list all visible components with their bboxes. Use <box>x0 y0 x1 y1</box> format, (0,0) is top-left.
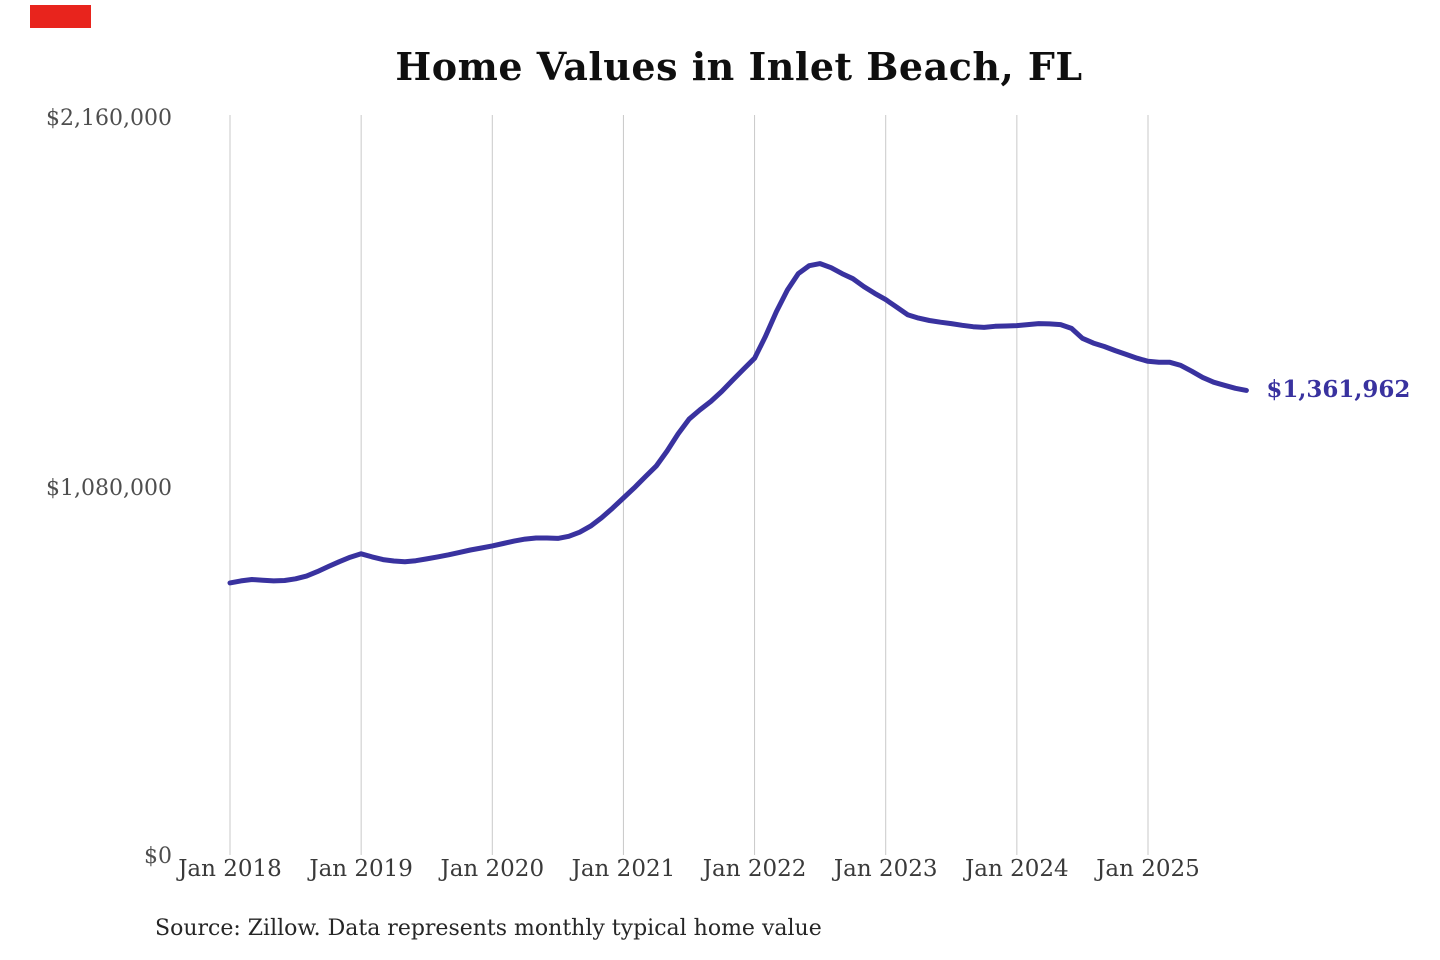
source-note: Source: Zillow. Data represents monthly … <box>155 916 822 941</box>
y-axis-label-middle: $1,080,000 <box>46 476 172 501</box>
x-axis-tick-label: Jan 2020 <box>440 856 545 882</box>
x-axis-tick-label: Jan 2019 <box>309 856 413 882</box>
home-value-line <box>227 261 1249 586</box>
x-axis-tick-label: Jan 2021 <box>571 856 676 882</box>
y-axis-label-zero: $0 <box>144 844 172 869</box>
gridline-group <box>229 115 1149 855</box>
x-axis-tick-label: Jan 2018 <box>178 856 282 882</box>
chart-title: Home Values in Inlet Beach, FL <box>395 44 1083 89</box>
x-axis-tick-label: Jan 2025 <box>1096 856 1200 882</box>
x-axis-tick-label: Jan 2024 <box>965 856 1069 882</box>
x-axis-tick-label: Jan 2023 <box>833 856 938 882</box>
x-axis-tick-label: Jan 2022 <box>702 856 807 882</box>
current-value-label: $1,361,962 <box>1266 376 1411 404</box>
red-marker <box>30 5 91 28</box>
y-axis-label-top: $2,160,000 <box>46 106 172 131</box>
